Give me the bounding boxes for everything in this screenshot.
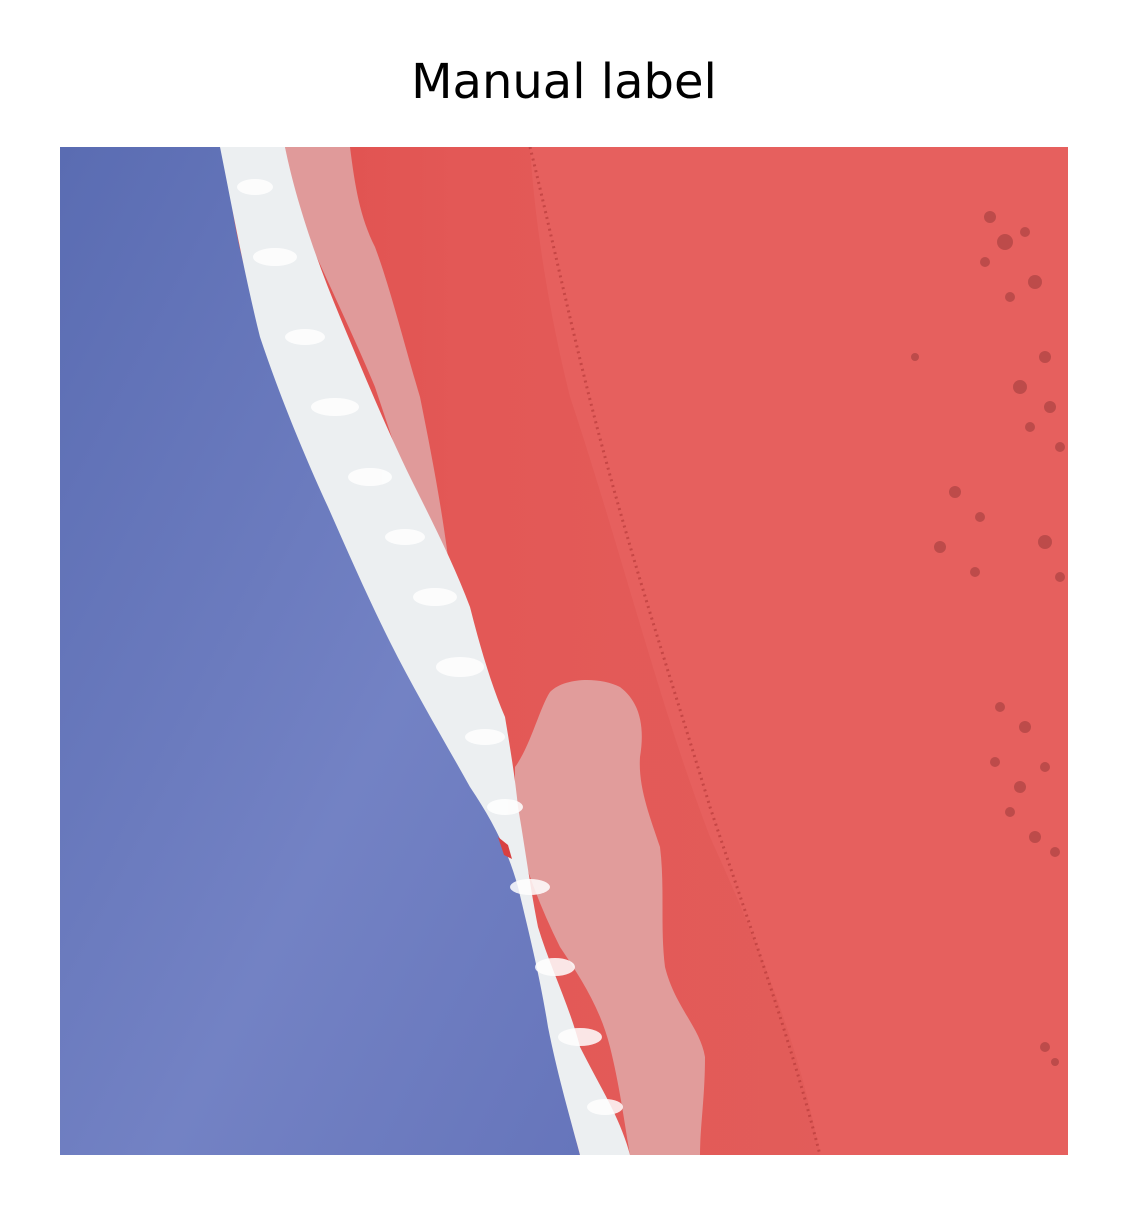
- surf-foam-texture: [237, 179, 623, 1115]
- upland-region: [530, 147, 1068, 1155]
- water-region: [60, 147, 580, 1155]
- wet-sand-upper: [285, 147, 448, 562]
- vegetation-patches: [911, 211, 1065, 1066]
- shoreline-mark: [498, 837, 512, 859]
- figure-title: Manual label: [411, 54, 717, 110]
- surf-zone: [220, 147, 630, 1155]
- wet-sand-lower: [515, 680, 705, 1155]
- segmentation-image: [60, 147, 1068, 1155]
